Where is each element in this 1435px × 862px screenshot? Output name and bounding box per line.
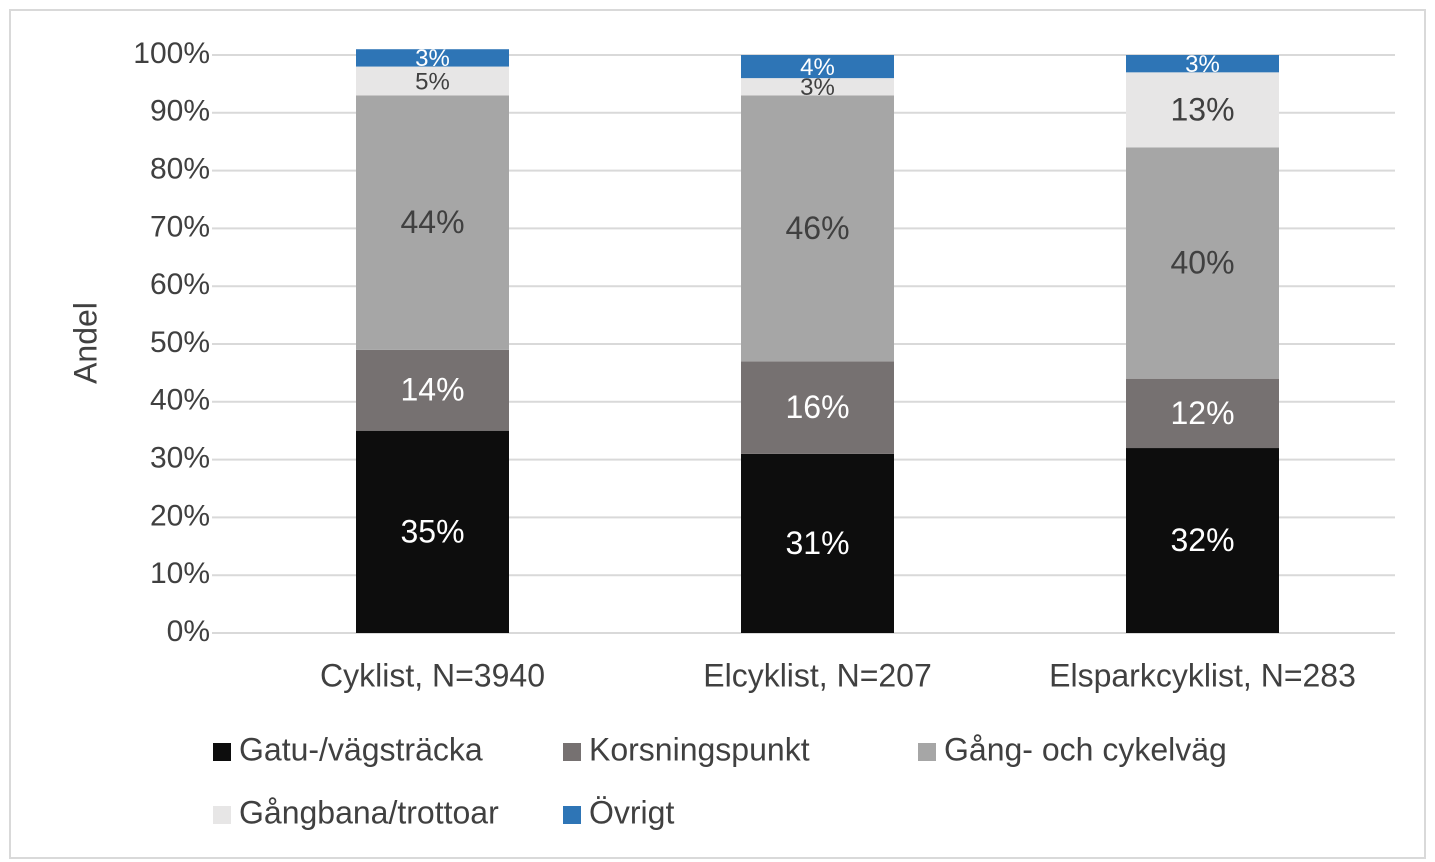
bar-segment (741, 55, 894, 79)
x-tick-label: Cyklist, N=3940 (320, 657, 545, 693)
x-tick-label: Elcyklist, N=207 (703, 657, 932, 693)
y-tick-label: 70% (150, 210, 210, 243)
y-tick-label: 0% (167, 615, 210, 648)
y-tick-label: 50% (150, 326, 210, 359)
bar-segment (1126, 147, 1279, 379)
value-label: 4% (800, 54, 835, 81)
bar-segment (356, 430, 509, 633)
legend-swatch (213, 743, 231, 761)
bar-segment (1126, 378, 1279, 449)
value-label: 3% (415, 45, 450, 72)
value-label: 32% (1170, 522, 1234, 558)
legend-label: Gatu-/vägsträcka (239, 731, 483, 767)
y-tick-label: 30% (150, 442, 210, 475)
value-label: 46% (785, 210, 849, 246)
y-axis-label: Andel (67, 302, 103, 384)
value-label: 5% (415, 68, 450, 95)
value-label: 40% (1170, 245, 1234, 281)
y-tick-label: 10% (150, 557, 210, 590)
value-label: 12% (1170, 395, 1234, 431)
legend-label: Gång- och cykelväg (944, 731, 1227, 767)
y-tick-label: 20% (150, 499, 210, 532)
bar-segment (741, 78, 894, 96)
legend-swatch (563, 806, 581, 824)
y-tick-label: 80% (150, 153, 210, 186)
value-label: 35% (400, 513, 464, 549)
bar-segment (1126, 448, 1279, 633)
y-tick-label: 40% (150, 384, 210, 417)
bar-segment (741, 95, 894, 362)
value-label: 16% (785, 389, 849, 425)
value-label: 44% (400, 204, 464, 240)
bar-segment (356, 66, 509, 96)
value-label: 13% (1170, 91, 1234, 127)
legend-swatch (563, 743, 581, 761)
bar-segment (741, 453, 894, 633)
y-tick-label: 100% (133, 37, 210, 70)
legend-swatch (918, 743, 936, 761)
x-tick-label: Elsparkcyklist, N=283 (1049, 657, 1356, 693)
y-tick-label: 90% (150, 95, 210, 128)
y-tick-label: 60% (150, 268, 210, 301)
bar-segment (356, 95, 509, 350)
bar-segment (356, 349, 509, 431)
value-label: 3% (1185, 51, 1220, 78)
legend-label: Övrigt (589, 794, 674, 830)
legend-label: Korsningspunkt (589, 731, 810, 767)
bar-segment (356, 49, 509, 67)
legend-label: Gångbana/trottoar (239, 794, 499, 830)
bar-segment (1126, 55, 1279, 73)
value-label: 31% (785, 525, 849, 561)
value-label: 3% (800, 74, 835, 101)
bar-segment (1126, 72, 1279, 148)
bar-segment (741, 361, 894, 454)
legend-swatch (213, 806, 231, 824)
value-label: 14% (400, 372, 464, 408)
